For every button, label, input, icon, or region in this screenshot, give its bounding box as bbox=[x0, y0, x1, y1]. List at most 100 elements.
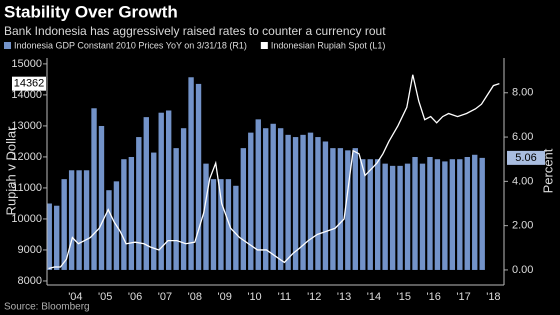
bar bbox=[315, 137, 321, 270]
y2-tick-label: 4.00 bbox=[512, 175, 533, 187]
bar bbox=[121, 159, 127, 270]
bar bbox=[136, 137, 142, 270]
y-tick-label: 11000 bbox=[12, 182, 42, 194]
x-tick-label: '09 bbox=[217, 291, 231, 303]
bar bbox=[173, 148, 179, 270]
bar bbox=[322, 141, 329, 270]
bar bbox=[54, 205, 60, 270]
bar bbox=[337, 148, 344, 270]
bar bbox=[419, 163, 426, 270]
bar bbox=[225, 179, 232, 270]
bar bbox=[158, 112, 164, 270]
bar bbox=[382, 163, 388, 270]
x-tick-label: '18 bbox=[486, 291, 500, 303]
bar bbox=[218, 179, 224, 270]
x-tick-label: '17 bbox=[456, 291, 470, 303]
x-tick-label: '15 bbox=[397, 291, 411, 303]
bar bbox=[270, 123, 276, 270]
bar bbox=[449, 159, 456, 270]
callout-label: 5.06 bbox=[515, 152, 536, 164]
bar bbox=[195, 83, 202, 270]
legend-swatch bbox=[260, 42, 268, 49]
bar bbox=[106, 190, 112, 270]
bar bbox=[300, 134, 306, 270]
callout-label: 14362 bbox=[14, 78, 45, 90]
bar bbox=[330, 148, 336, 270]
legend-label: Indonesia GDP Constant 2010 Prices YoY o… bbox=[14, 40, 247, 50]
x-tick-label: '16 bbox=[427, 291, 441, 303]
bar bbox=[151, 152, 157, 270]
bar bbox=[68, 170, 75, 270]
bar bbox=[180, 128, 187, 270]
x-tick-label: '05 bbox=[98, 291, 112, 303]
bar bbox=[165, 110, 172, 270]
source: Source: Bloomberg bbox=[4, 302, 90, 313]
callout-box bbox=[507, 150, 545, 165]
bar bbox=[285, 134, 291, 270]
callout-box bbox=[12, 76, 46, 91]
y-tick-label: 8000 bbox=[18, 275, 42, 287]
bar bbox=[360, 159, 366, 270]
y2-tick-label: 8.00 bbox=[512, 87, 533, 99]
x-tick-label: '08 bbox=[188, 291, 202, 303]
bar bbox=[464, 156, 470, 270]
bar bbox=[345, 150, 351, 270]
bar bbox=[188, 77, 194, 270]
bar bbox=[397, 165, 403, 270]
y-tick-label: 12000 bbox=[11, 151, 42, 163]
x-tick-label: '06 bbox=[128, 291, 142, 303]
x-tick-label: '13 bbox=[337, 291, 351, 303]
y-tick-label: 9000 bbox=[18, 244, 42, 256]
bar bbox=[143, 117, 149, 270]
bar bbox=[457, 159, 463, 270]
bar bbox=[233, 185, 239, 270]
y-tick-label: 10000 bbox=[11, 213, 42, 225]
bar bbox=[83, 170, 90, 270]
bar bbox=[128, 156, 135, 270]
bar bbox=[277, 128, 284, 270]
line bbox=[48, 74, 500, 270]
bar bbox=[404, 163, 411, 270]
bar bbox=[248, 132, 254, 270]
x-tick-label: '12 bbox=[307, 291, 321, 303]
bar bbox=[375, 159, 381, 270]
y2-tick-label: 2.00 bbox=[512, 220, 533, 232]
y2-tick-label: 0.00 bbox=[512, 264, 533, 276]
y2-tick-label: 6.00 bbox=[512, 131, 533, 143]
y-tick-label: 15000 bbox=[11, 58, 42, 70]
y-axis-label: Rupiah v Dollar bbox=[3, 126, 18, 216]
bar bbox=[389, 165, 396, 270]
y-tick-label: 13000 bbox=[11, 120, 42, 132]
bar bbox=[479, 157, 485, 270]
bar bbox=[367, 159, 373, 270]
bar bbox=[472, 154, 478, 270]
bar bbox=[210, 179, 217, 270]
bar bbox=[91, 108, 97, 270]
bar bbox=[442, 161, 448, 270]
bar bbox=[434, 159, 441, 270]
bar bbox=[240, 148, 247, 270]
chart-subtitle: Bank Indonesia has aggressively raised r… bbox=[4, 24, 386, 38]
bar bbox=[263, 128, 269, 270]
legend-label: Indonesian Rupiah Spot (L1) bbox=[271, 40, 386, 50]
bar bbox=[203, 163, 209, 270]
bar bbox=[292, 137, 299, 270]
bar bbox=[76, 170, 82, 270]
bar bbox=[46, 203, 52, 270]
legend-swatch bbox=[4, 42, 11, 49]
bar bbox=[255, 119, 261, 270]
x-tick-label: '10 bbox=[247, 291, 261, 303]
y-tick-label: 14000 bbox=[11, 89, 42, 101]
bar bbox=[307, 132, 314, 270]
x-tick-label: '07 bbox=[158, 291, 172, 303]
x-tick-label: '04 bbox=[68, 291, 82, 303]
bar bbox=[98, 125, 105, 270]
bar bbox=[61, 179, 67, 270]
bar bbox=[352, 148, 358, 270]
bar bbox=[427, 156, 433, 270]
chart-title: Stability Over Growth bbox=[4, 2, 178, 21]
x-tick-label: '14 bbox=[367, 291, 381, 303]
x-tick-label: '11 bbox=[278, 291, 292, 303]
bar bbox=[412, 156, 418, 270]
